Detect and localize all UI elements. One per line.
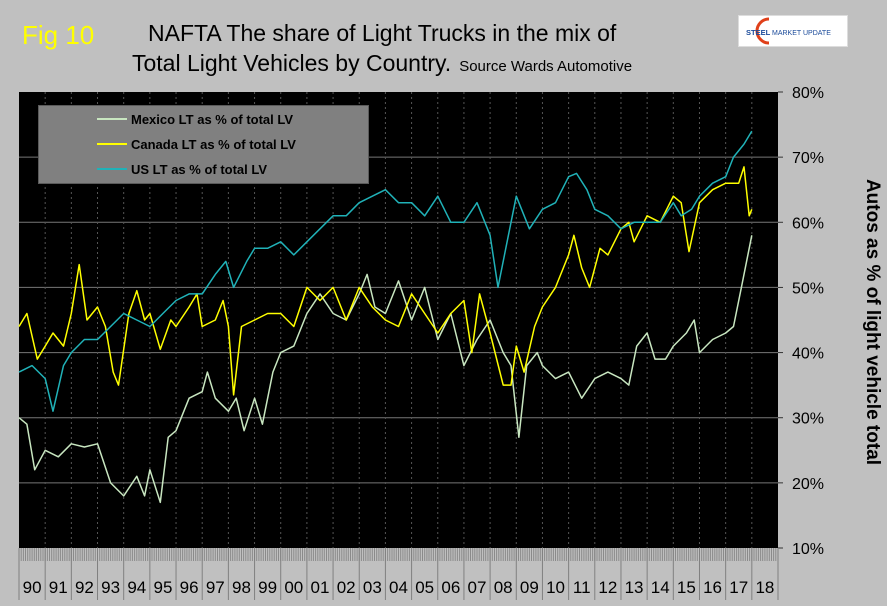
x-tick-label: 98: [232, 578, 251, 597]
x-tick-label: 00: [284, 578, 303, 597]
steel-market-update-logo: STEEL MARKET UPDATE: [738, 15, 848, 47]
svg-text:STEEL: STEEL: [746, 28, 771, 37]
y-tick-label: 30%: [792, 411, 824, 428]
legend-item-canada: Canada LT as % of total LV: [97, 134, 296, 154]
figure-label: Fig 10: [22, 20, 95, 50]
x-tick-label: 94: [127, 578, 146, 597]
x-tick-label: 95: [153, 578, 172, 597]
x-tick-label: 02: [337, 578, 356, 597]
legend-swatch: [97, 168, 127, 170]
x-tick-label: 14: [651, 578, 670, 597]
y-tick-label: 20%: [792, 476, 824, 493]
x-tick-label: 08: [494, 578, 513, 597]
y-tick-label: 70%: [792, 150, 824, 167]
x-tick-label: 07: [468, 578, 487, 597]
x-tick-label: 97: [206, 578, 225, 597]
series-line-canada: [18, 166, 753, 396]
chart-title-line1: NAFTA The share of Light Trucks in the m…: [148, 20, 617, 46]
x-tick-label: 11: [573, 578, 591, 597]
x-tick-label: 16: [703, 578, 722, 597]
legend-swatch: [97, 118, 127, 120]
x-tick-label: 01: [311, 578, 330, 597]
x-tick-label: 91: [49, 578, 68, 597]
y-tick-label: 60%: [792, 215, 824, 232]
series-line-us: [18, 130, 753, 412]
x-tick-label: 96: [180, 578, 199, 597]
x-tick-label: 05: [415, 578, 434, 597]
x-tick-label: 90: [23, 578, 42, 597]
x-tick-label: 12: [598, 578, 617, 597]
chart-title-line2-text: Total Light Vehicles by Country.: [132, 50, 452, 76]
x-tick-label: 10: [546, 578, 565, 597]
source-note: Source Wards Automotive: [459, 58, 633, 75]
legend-swatch: [97, 143, 127, 145]
y-tick-label: 50%: [792, 280, 824, 297]
x-tick-label: 13: [625, 578, 644, 597]
x-tick-label: 04: [389, 578, 408, 597]
x-tick-label: 15: [677, 578, 696, 597]
y-tick-label: 80%: [792, 85, 824, 102]
x-tick-label: 17: [729, 578, 748, 597]
x-tick-label: 06: [441, 578, 460, 597]
x-tick-label: 93: [101, 578, 120, 597]
x-minor-ticks: [18, 548, 779, 561]
x-tick-label: 09: [520, 578, 539, 597]
x-tick-label: 18: [755, 578, 774, 597]
legend-label: Mexico LT as % of total LV: [131, 111, 294, 127]
legend: Mexico LT as % of total LV Canada LT as …: [38, 105, 369, 184]
chart-title-line2: Total Light Vehicles by Country. Source W…: [132, 50, 632, 77]
x-tick-label: 99: [258, 578, 277, 597]
series-line-mexico: [18, 235, 753, 504]
svg-text:MARKET UPDATE: MARKET UPDATE: [772, 30, 831, 37]
y-tick-label: 40%: [792, 346, 824, 363]
x-tick-label: 92: [75, 578, 94, 597]
legend-label: US LT as % of total LV: [131, 161, 268, 177]
x-tick-label: 03: [363, 578, 382, 597]
legend-item-mexico: Mexico LT as % of total LV: [97, 109, 293, 129]
y-axis-title: Autos as % of light vehicle total: [862, 178, 883, 466]
legend-label: Canada LT as % of total LV: [131, 136, 296, 152]
legend-item-us: US LT as % of total LV: [97, 159, 267, 179]
y-tick-label: 10%: [792, 541, 824, 558]
